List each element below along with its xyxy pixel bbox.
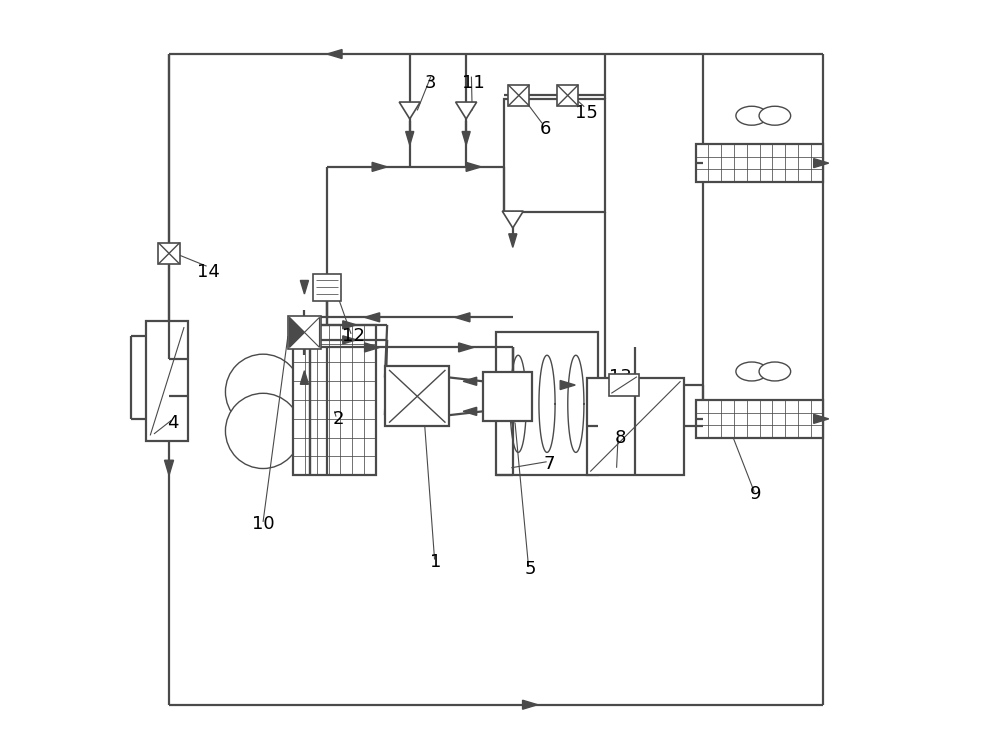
Text: 3: 3 xyxy=(425,74,437,91)
Bar xyxy=(313,274,341,300)
Bar xyxy=(146,321,188,442)
Bar xyxy=(158,243,180,264)
Polygon shape xyxy=(462,131,470,145)
Text: 6: 6 xyxy=(539,120,551,138)
Polygon shape xyxy=(365,313,380,322)
Circle shape xyxy=(225,393,301,469)
Bar xyxy=(385,366,449,427)
Polygon shape xyxy=(560,381,575,390)
Polygon shape xyxy=(814,414,829,424)
Text: 7: 7 xyxy=(543,455,555,473)
Bar xyxy=(609,374,639,396)
Polygon shape xyxy=(523,700,538,709)
Bar xyxy=(496,332,598,476)
Bar xyxy=(288,316,321,349)
Bar xyxy=(508,85,529,106)
Polygon shape xyxy=(300,280,308,294)
Text: 13: 13 xyxy=(609,368,632,387)
Text: 12: 12 xyxy=(342,327,365,345)
Text: 11: 11 xyxy=(462,74,485,91)
Polygon shape xyxy=(327,50,342,59)
Circle shape xyxy=(225,354,301,430)
Bar xyxy=(483,372,532,421)
Polygon shape xyxy=(455,313,470,322)
Polygon shape xyxy=(343,321,356,329)
Ellipse shape xyxy=(736,362,767,381)
Bar xyxy=(587,378,684,476)
Polygon shape xyxy=(456,102,477,119)
Polygon shape xyxy=(289,317,304,347)
Polygon shape xyxy=(459,343,474,352)
Text: 15: 15 xyxy=(575,103,598,122)
Polygon shape xyxy=(372,162,387,171)
Text: 8: 8 xyxy=(615,429,626,447)
Polygon shape xyxy=(509,412,517,426)
Polygon shape xyxy=(304,317,319,347)
Ellipse shape xyxy=(759,106,791,125)
Polygon shape xyxy=(466,162,481,171)
Bar xyxy=(293,325,376,476)
Polygon shape xyxy=(463,378,477,385)
Text: 9: 9 xyxy=(750,485,762,503)
Polygon shape xyxy=(300,371,308,384)
Text: 14: 14 xyxy=(197,263,220,281)
Polygon shape xyxy=(463,407,477,415)
Polygon shape xyxy=(509,234,517,248)
Ellipse shape xyxy=(759,362,791,381)
Text: 4: 4 xyxy=(167,414,179,432)
Text: 1: 1 xyxy=(430,553,442,571)
Polygon shape xyxy=(502,211,523,228)
Bar xyxy=(696,400,823,438)
Polygon shape xyxy=(406,131,414,145)
Text: 5: 5 xyxy=(524,560,536,578)
Polygon shape xyxy=(165,461,174,476)
Text: 10: 10 xyxy=(252,515,274,533)
Polygon shape xyxy=(399,102,420,119)
Bar xyxy=(696,144,823,182)
Polygon shape xyxy=(343,336,356,344)
Polygon shape xyxy=(365,343,380,352)
Bar xyxy=(504,99,605,212)
Text: 2: 2 xyxy=(333,410,344,428)
Ellipse shape xyxy=(736,106,767,125)
Polygon shape xyxy=(814,159,829,168)
Bar xyxy=(557,85,578,106)
